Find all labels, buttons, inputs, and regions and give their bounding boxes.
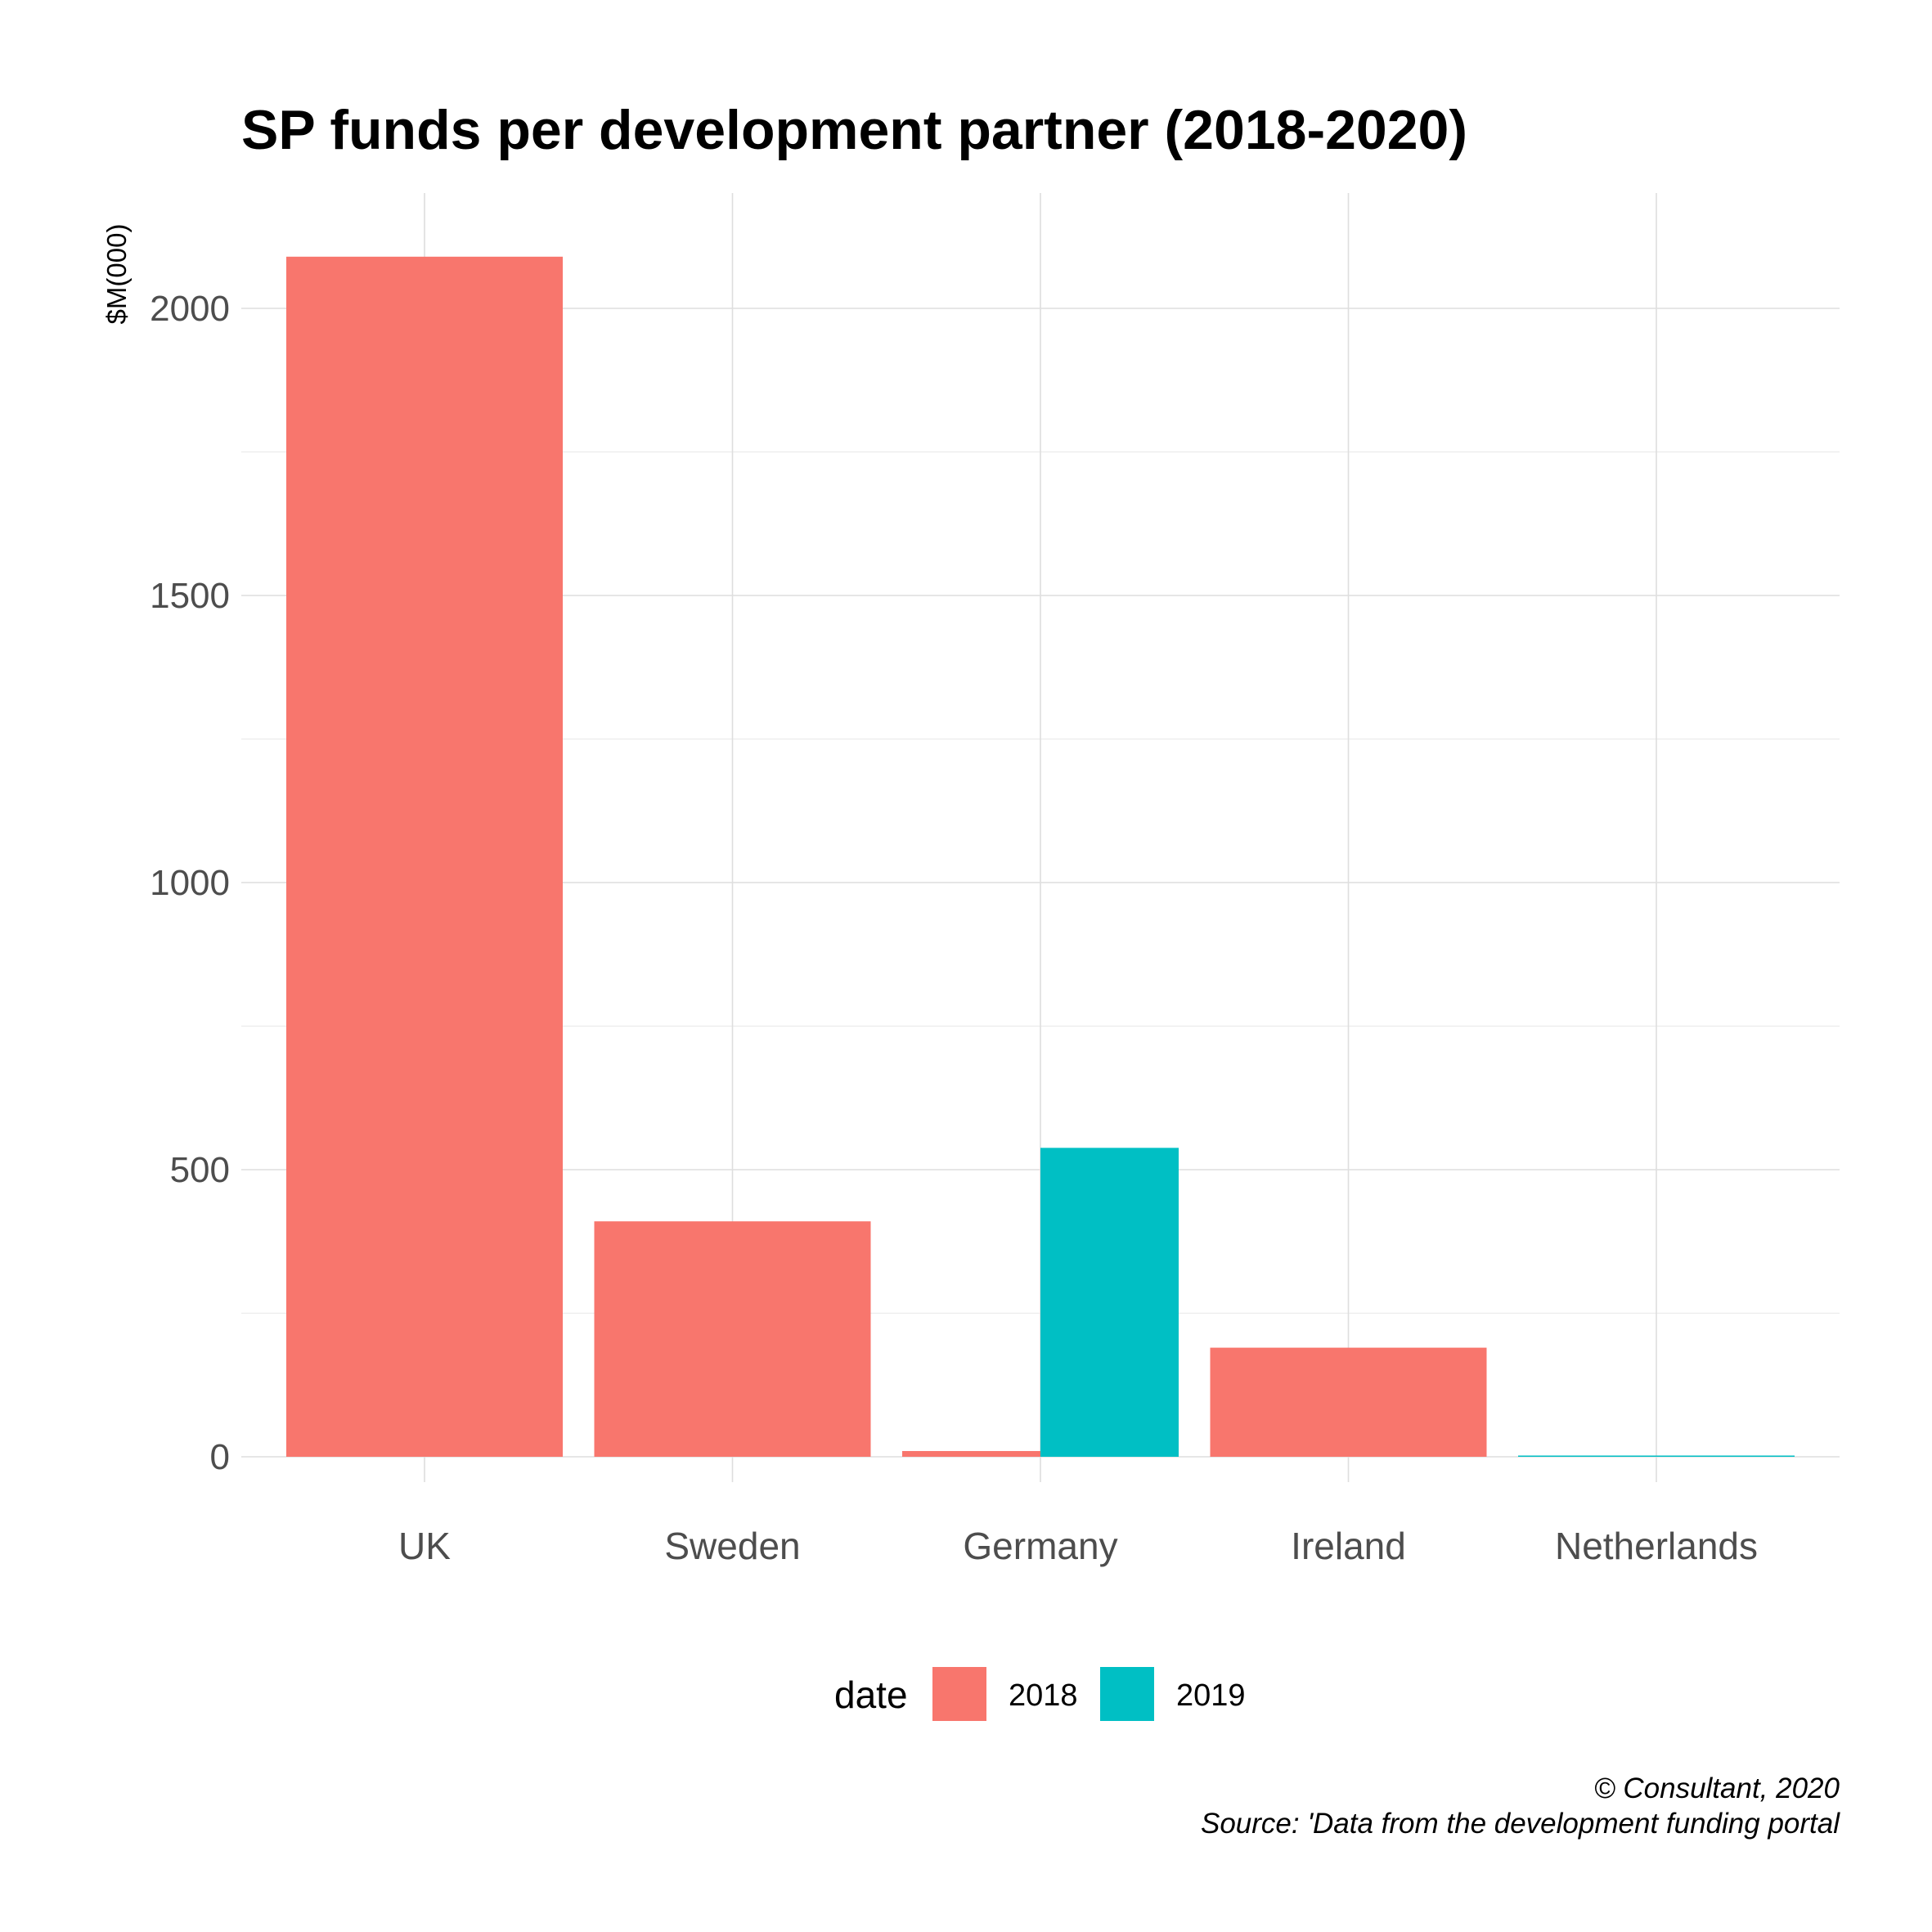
caption-copyright: © Consultant, 2020 — [1594, 1772, 1840, 1804]
bar-ireland-2018 — [1210, 1347, 1487, 1457]
caption-source: Source: 'Data from the development fundi… — [1201, 1808, 1840, 1840]
y-tick-label: 500 — [170, 1150, 230, 1190]
y-tick-label: 1500 — [150, 576, 230, 616]
legend-swatch-2019 — [1100, 1667, 1154, 1721]
legend-label-2019: 2019 — [1176, 1678, 1246, 1713]
x-tick-label: Germany — [963, 1525, 1117, 1567]
y-tick-label: 0 — [210, 1437, 230, 1477]
legend-label-2018: 2018 — [1009, 1678, 1078, 1713]
legend: date 2018 2019 — [834, 1667, 1246, 1721]
x-tick-label: Netherlands — [1555, 1525, 1758, 1567]
bar-sweden-2018 — [594, 1221, 871, 1457]
x-tick-label: Ireland — [1291, 1525, 1406, 1567]
x-tick-label: Sweden — [664, 1525, 800, 1567]
y-tick-label: 1000 — [150, 863, 230, 903]
y-axis-ticks: 0 500 1000 1500 2000 — [150, 289, 230, 1477]
legend-title: date — [834, 1674, 908, 1716]
bars — [286, 256, 1795, 1457]
bar-netherlands-2019 — [1518, 1455, 1795, 1457]
y-tick-label: 2000 — [150, 289, 230, 329]
x-axis-ticks: UK Sweden Germany Ireland Netherlands — [398, 1525, 1758, 1567]
bar-uk-2018 — [286, 256, 563, 1457]
bar-germany-2018 — [902, 1450, 1040, 1457]
bar-germany-2019 — [1040, 1148, 1179, 1457]
chart-title: SP funds per development partner (2018-2… — [241, 99, 1467, 161]
x-tick-label: UK — [398, 1525, 451, 1567]
legend-swatch-2018 — [932, 1667, 986, 1721]
y-axis-label: $M(000) — [101, 224, 132, 325]
